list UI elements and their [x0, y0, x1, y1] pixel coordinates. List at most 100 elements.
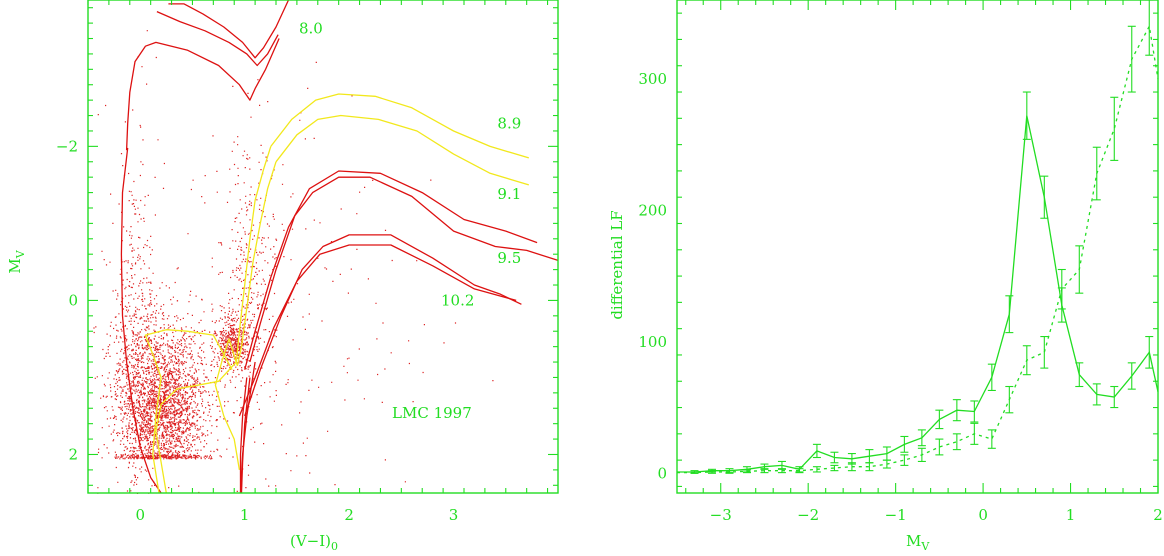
- lf-y-tick-label: 0: [657, 464, 667, 482]
- lf-point-solid: [952, 399, 961, 422]
- lf-point-dotted: [1127, 25, 1136, 93]
- isochrone-yellow-tail-2-9: [155, 361, 237, 494]
- lf-point-solid: [970, 400, 979, 423]
- lf-point-dotted: [1005, 385, 1014, 414]
- cmd-y-tick-label: 0: [68, 291, 78, 309]
- star-cloud-red-clump: [204, 294, 256, 386]
- lf-point-dotted: [865, 462, 874, 472]
- cmd-x-tick-label: 3: [449, 506, 459, 524]
- cmd-y-tick-label: −2: [56, 137, 78, 155]
- lf-point-dotted: [760, 468, 769, 474]
- isochrone-label: 8.9: [497, 114, 521, 132]
- lf-point-solid: [1092, 383, 1101, 406]
- lf-x-tick-label: −1: [885, 506, 907, 524]
- lf-point-dotted: [1145, 0, 1154, 56]
- lf-point-solid: [1110, 385, 1119, 409]
- lf-x-tick-label: 0: [978, 506, 988, 524]
- lf-point-dotted: [795, 468, 804, 474]
- isochrone-yellow-tail-1-8: [214, 338, 241, 471]
- cmd-y-axis-label: MV: [6, 249, 27, 273]
- cmd-tick-group: 0 1 2 3 −2 0 2: [56, 0, 558, 524]
- isochrone-10.2-rgb-1-15: [239, 377, 248, 493]
- cmd-x-axis-label: (V−I)0: [290, 532, 338, 553]
- lf-point-dotted: [707, 470, 716, 474]
- lf-point-dotted: [987, 429, 996, 449]
- lf-point-dotted: [952, 433, 961, 451]
- lf-point-dotted: [1110, 96, 1119, 161]
- isochrone-9.1-7: [236, 161, 277, 367]
- lf-series-group: [677, 0, 1159, 474]
- lf-point-dotted: [777, 468, 786, 474]
- isochrone-8.9-6: [235, 146, 272, 363]
- lf-plot-frame: [676, 0, 1159, 494]
- lf-point-dotted: [690, 471, 699, 474]
- lf-x-tick-label: 2: [1153, 506, 1163, 524]
- lf-point-dotted: [935, 438, 944, 456]
- isochrone-label: 9.5: [497, 249, 521, 267]
- lf-point-solid: [917, 429, 926, 447]
- lf-series-dotted: [677, 24, 1159, 474]
- lf-point-solid: [1075, 362, 1084, 388]
- lf-point-solid: [935, 409, 944, 430]
- lf-point-dotted: [1075, 245, 1084, 294]
- lf-point-dotted: [1040, 336, 1049, 369]
- cmd-panel: 0 1 2 3 −2 0 2 8.0 8.9 9.1 9.5 10.2 LMC 1997 (V−I)…: [6, 0, 559, 553]
- lf-point-dotted: [812, 466, 821, 473]
- lf-y-tick-label: 300: [638, 70, 667, 88]
- lf-point-solid: [1040, 175, 1049, 219]
- lf-point-solid: [830, 451, 839, 464]
- isochrone-8.0-3: [120, 147, 162, 494]
- lf-point-dotted: [742, 469, 751, 474]
- lf-tick-group: −3 −2 −1 0 1 2 0 100 200 300: [638, 0, 1163, 524]
- isochrone-8.0-2: [125, 38, 280, 151]
- isochrone-9.5-12: [244, 170, 538, 370]
- isochrone-8.0-1: [168, 0, 290, 59]
- lf-y-axis-label: differential LF: [608, 210, 626, 319]
- isochrone-10.2-13: [244, 234, 522, 417]
- lf-point-dotted: [970, 422, 979, 445]
- lf-point-solid: [1127, 362, 1136, 390]
- cmd-x-tick-label: 1: [240, 506, 250, 524]
- isochrone-label: 10.2: [441, 291, 474, 309]
- isochrone-9.5-11: [249, 176, 559, 363]
- isochrone-10.2-14: [238, 244, 517, 417]
- lf-x-axis-label: MV: [906, 532, 930, 553]
- lf-point-dotted: [830, 464, 839, 472]
- isochrone-label: 8.0: [299, 20, 323, 38]
- lf-point-dotted: [1057, 268, 1066, 310]
- isochrone-10.2-rgb-3-17: [239, 361, 256, 494]
- star-cloud-main-sequence: [93, 268, 235, 460]
- lf-point-solid: [1145, 336, 1154, 369]
- lf-point-dotted: [917, 447, 926, 462]
- isochrone-9.1-5: [275, 114, 529, 186]
- lf-y-tick-label: 200: [638, 201, 667, 219]
- lf-point-dotted: [1022, 345, 1031, 376]
- cmd-plot-frame: [87, 0, 559, 494]
- star-cloud-red-giant-branch: [204, 79, 292, 470]
- lf-panel: −3 −2 −1 0 1 2 0 100 200 300 MV differential LF: [608, 0, 1163, 553]
- lf-point-solid: [987, 363, 996, 392]
- lf-point-dotted: [725, 470, 734, 474]
- lf-point-solid: [900, 435, 909, 453]
- lf-point-dotted: [882, 459, 891, 469]
- cmd-x-tick-label: 2: [344, 506, 354, 524]
- star-cloud-group: [93, 30, 494, 494]
- lf-point-dotted: [900, 454, 909, 466]
- lf-x-tick-label: −2: [797, 506, 819, 524]
- annotation-lmc: LMC 1997: [392, 404, 472, 422]
- lf-point-dotted: [847, 462, 856, 472]
- lf-series-solid: [677, 115, 1159, 473]
- cmd-y-tick-label: 2: [68, 445, 78, 463]
- lf-x-tick-label: −3: [710, 506, 732, 524]
- isochrone-label-group: 8.0 8.9 9.1 9.5 10.2: [299, 20, 521, 310]
- lf-y-tick-label: 100: [638, 333, 667, 351]
- lf-point-solid: [1005, 295, 1014, 334]
- isochrone-label: 9.1: [497, 185, 521, 203]
- cmd-x-tick-label: 0: [135, 506, 145, 524]
- isochrone-8.9-4: [270, 93, 529, 159]
- isochrone-8.0-0: [156, 11, 279, 67]
- isochrone-group: [120, 0, 559, 494]
- lf-point-solid: [1022, 91, 1031, 140]
- isochrone-yellow-tail-3-10: [144, 329, 233, 494]
